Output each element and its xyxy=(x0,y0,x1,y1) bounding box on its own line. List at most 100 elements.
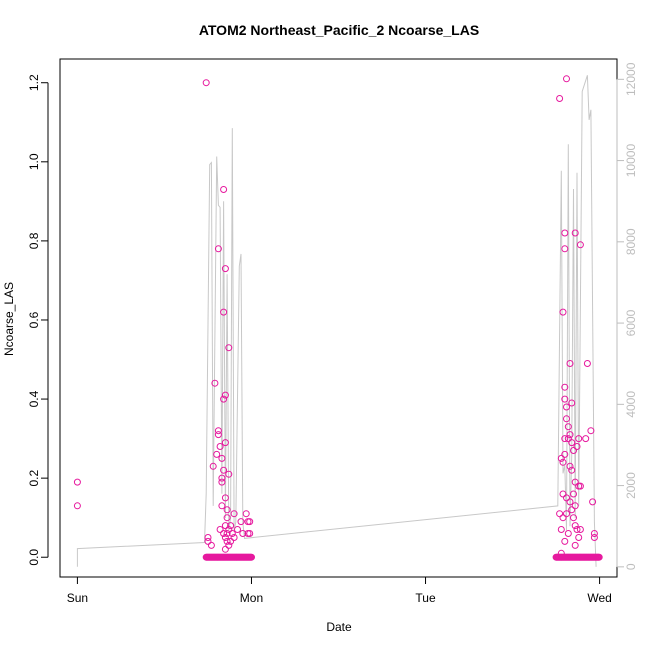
data-point xyxy=(571,541,579,549)
data-point xyxy=(561,229,569,237)
data-point xyxy=(573,526,581,533)
data-point xyxy=(204,537,212,545)
right-y-axis: 0 2000 4000 6000 8000 10000 12000 xyxy=(616,62,638,570)
data-point xyxy=(221,265,229,273)
data-point xyxy=(223,506,231,514)
data-point xyxy=(564,530,572,537)
data-point xyxy=(230,510,238,518)
left-tick-label: 0.0 xyxy=(27,549,41,566)
data-point xyxy=(221,439,229,447)
data-point xyxy=(590,534,598,541)
right-tick-label: 0 xyxy=(624,563,638,570)
data-point xyxy=(563,75,570,83)
data-point xyxy=(576,241,584,249)
data-point xyxy=(207,541,215,549)
data-point xyxy=(575,534,583,541)
data-point xyxy=(225,526,233,533)
plot-frame xyxy=(59,58,618,578)
data-point xyxy=(225,541,233,549)
data-point xyxy=(587,427,595,435)
plot-area xyxy=(59,58,618,578)
data-point xyxy=(223,537,231,545)
data-point xyxy=(216,526,224,533)
data-point xyxy=(227,537,235,545)
data-point xyxy=(556,510,564,518)
data-point xyxy=(576,526,584,533)
data-point xyxy=(246,518,254,526)
data-point xyxy=(209,462,217,470)
data-point xyxy=(237,518,245,526)
data-point xyxy=(563,403,570,411)
series-points xyxy=(73,75,603,561)
right-tick-label: 8000 xyxy=(624,228,638,255)
right-tick-label: 4000 xyxy=(624,391,638,418)
y-axis-label: Ncoarse_LAS xyxy=(2,282,16,356)
data-point xyxy=(566,431,574,439)
data-point xyxy=(570,490,577,498)
data-point xyxy=(559,308,567,316)
data-point xyxy=(571,478,579,486)
data-point xyxy=(221,534,229,541)
data-point xyxy=(214,431,222,439)
data-point xyxy=(230,534,238,541)
data-point xyxy=(73,478,81,486)
data-point xyxy=(228,530,236,537)
data-point xyxy=(561,450,569,458)
data-point xyxy=(568,466,576,474)
data-point xyxy=(561,537,569,545)
data-point xyxy=(561,245,569,253)
data-point xyxy=(218,502,226,510)
data-point xyxy=(563,494,570,502)
data-point xyxy=(220,530,228,537)
left-tick-label: 1.0 xyxy=(27,153,41,170)
x-axis: Sun Mon Tue Wed xyxy=(67,576,612,605)
data-point xyxy=(559,458,567,466)
data-point xyxy=(559,490,567,498)
data-point xyxy=(246,530,254,537)
data-point xyxy=(573,443,581,450)
data-point xyxy=(220,186,228,193)
data-point xyxy=(227,522,235,530)
data-point xyxy=(214,427,222,435)
x-tick-label: Mon xyxy=(240,591,263,605)
data-point xyxy=(221,522,229,530)
data-point xyxy=(590,530,598,537)
right-tick-label: 2000 xyxy=(624,472,638,499)
data-point xyxy=(557,549,565,557)
data-point xyxy=(225,344,233,352)
data-point xyxy=(556,95,564,102)
data-point xyxy=(576,482,584,490)
data-point xyxy=(559,514,567,522)
data-point xyxy=(221,545,229,553)
data-point xyxy=(242,510,250,518)
data-point xyxy=(564,435,572,443)
data-point xyxy=(557,454,565,462)
data-point xyxy=(220,466,228,474)
data-point xyxy=(582,435,590,443)
left-tick-label: 1.2 xyxy=(27,74,41,91)
left-y-axis: 0.0 0.2 0.4 0.6 0.8 1.0 1.2 xyxy=(27,74,49,566)
chart-title: ATOM2 Northeast_Pacific_2 Ncoarse_LAS xyxy=(199,22,479,38)
right-tick-label: 10000 xyxy=(624,144,638,178)
data-point xyxy=(568,399,576,407)
data-point xyxy=(595,553,603,561)
data-point xyxy=(561,383,569,391)
left-tick-label: 0.2 xyxy=(27,469,41,486)
data-point xyxy=(563,510,570,518)
data-point xyxy=(589,498,597,506)
data-point xyxy=(563,415,570,423)
data-point xyxy=(571,522,579,530)
data-point xyxy=(570,514,577,522)
data-point xyxy=(221,391,229,399)
data-point xyxy=(211,379,219,387)
data-point xyxy=(73,502,81,510)
left-tick-label: 0.6 xyxy=(27,311,41,328)
data-point xyxy=(561,435,569,443)
data-point xyxy=(218,454,226,462)
data-point xyxy=(234,526,241,533)
series-line xyxy=(76,75,597,567)
data-point xyxy=(568,439,576,447)
data-point xyxy=(564,423,572,431)
x-tick-label: Wed xyxy=(587,591,611,605)
data-point xyxy=(220,308,228,316)
